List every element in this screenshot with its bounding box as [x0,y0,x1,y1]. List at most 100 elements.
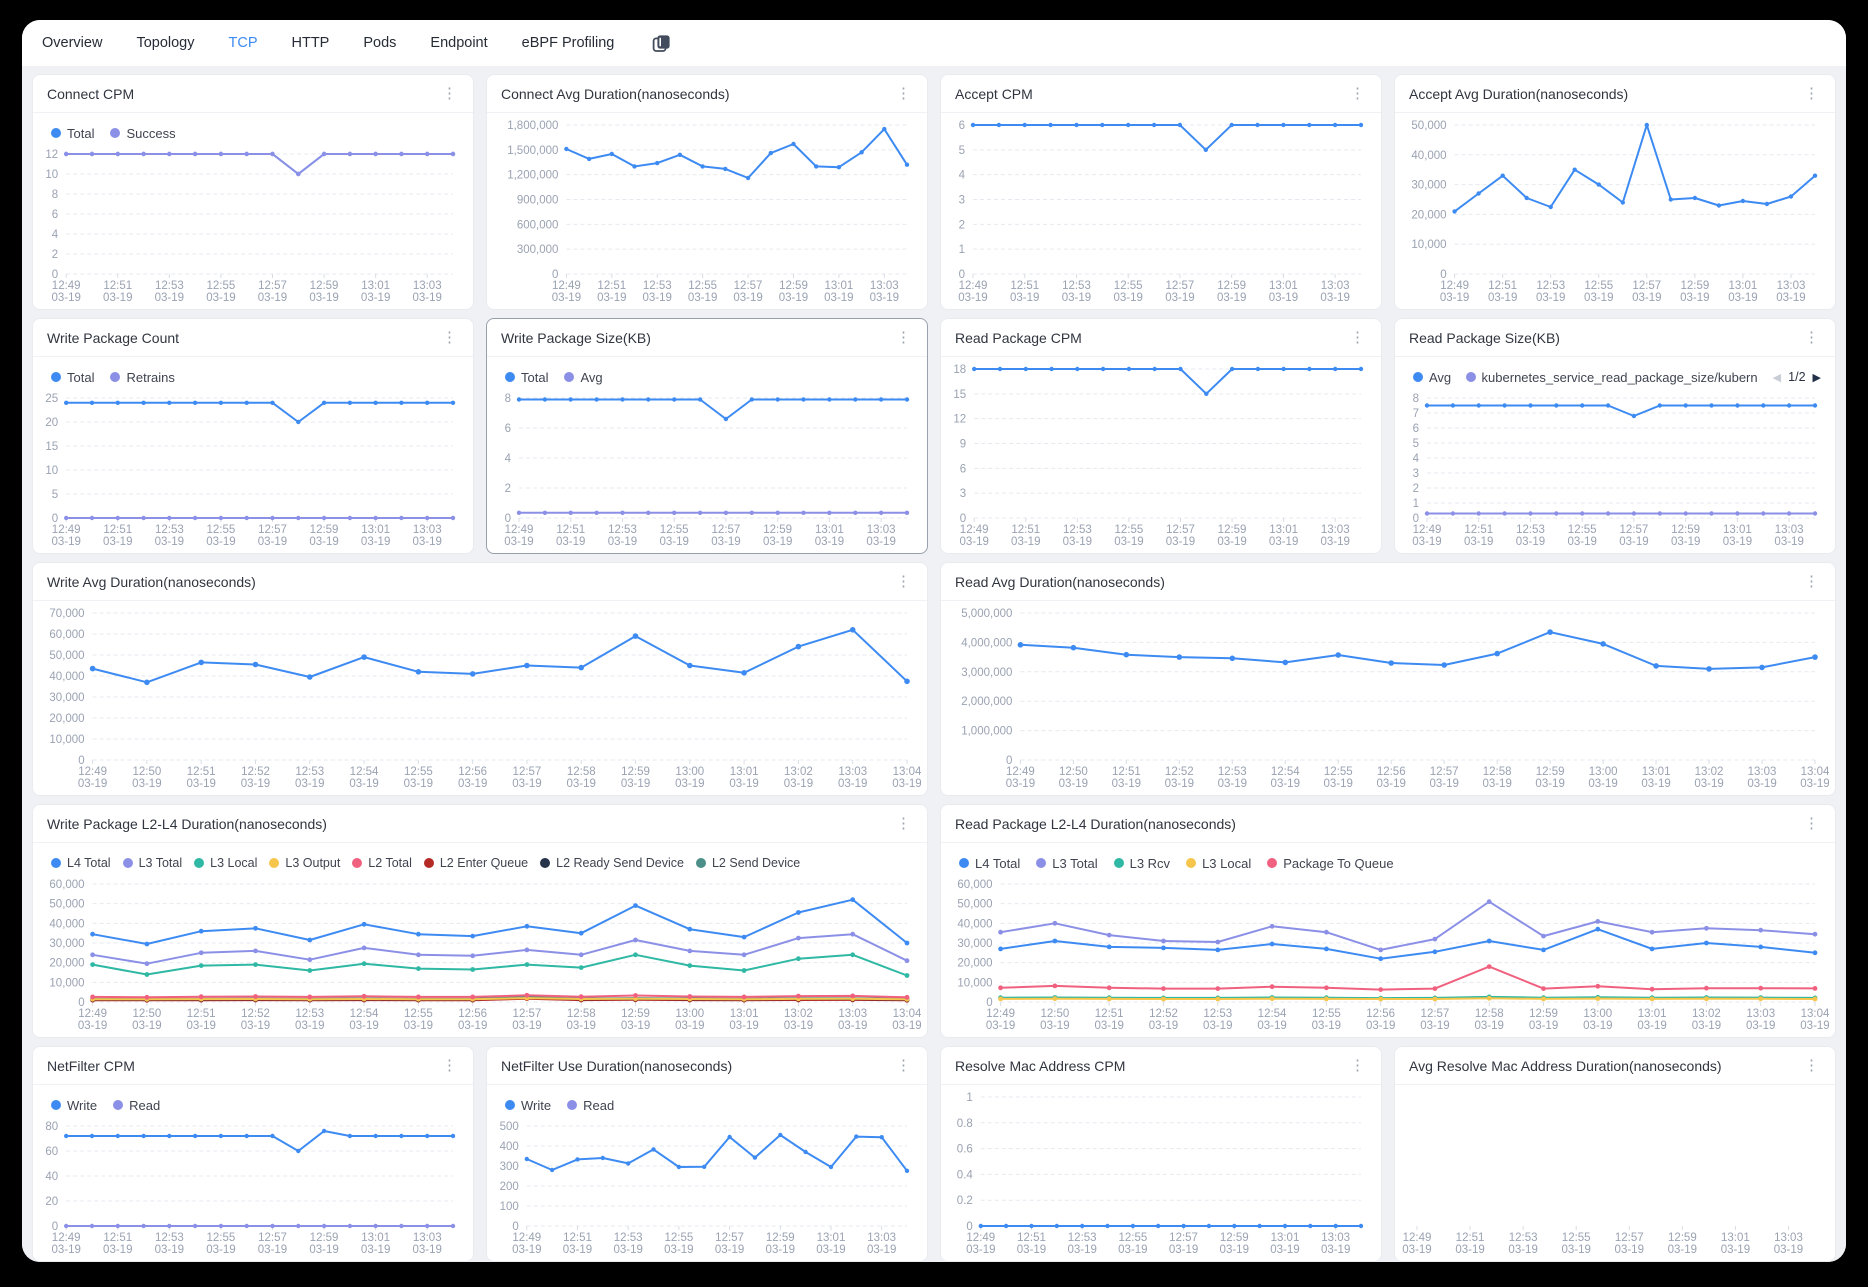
legend-page-prev-icon[interactable]: ◀ [1772,371,1782,384]
tab-http[interactable]: HTTP [291,35,330,51]
tab-overview[interactable]: Overview [42,35,103,51]
legend-item-l4-total[interactable]: L4 Total [959,856,1020,871]
kebab-menu-icon[interactable]: ⋮ [896,85,911,102]
legend-item-l3-output[interactable]: L3 Output [269,856,340,870]
kebab-menu-icon[interactable]: ⋮ [1804,1057,1819,1074]
legend-item-avg[interactable]: Avg [564,370,603,385]
kebab-menu-icon[interactable]: ⋮ [896,1057,911,1074]
legend-item-l3-local[interactable]: L3 Local [1186,856,1251,871]
legend-dot [51,128,61,138]
tab-endpoint[interactable]: Endpoint [430,35,488,51]
card-body: Total Avg 0 2 4 6 8 12:49 03-19 12:51 03-19 12:53 0… [487,357,927,553]
svg-text:0.2: 0.2 [957,1195,973,1207]
legend-item-l3-total[interactable]: L3 Total [122,856,182,870]
card-write-package-size: Write Package Size(KB) ⋮ Total Avg 0 2 4 6 8 1… [486,318,928,554]
tab-topology[interactable]: Topology [136,35,195,51]
kebab-menu-icon[interactable]: ⋮ [896,815,911,832]
legend-dot [1267,858,1278,868]
kebab-menu-icon[interactable]: ⋮ [1350,1057,1365,1074]
legend-dot [352,858,363,868]
kebab-menu-icon[interactable]: ⋮ [442,329,457,346]
svg-text:500: 500 [500,1121,519,1133]
kebab-menu-icon[interactable]: ⋮ [1804,573,1819,590]
legend-item-l2-enter-queue[interactable]: L2 Enter Queue [423,856,528,870]
chart-area: 0 3 6 9 12 15 18 12:49 03-19 12:51 03-19 12:53 03-19… [945,359,1375,551]
card-body: 0 10,000 20,000 30,000 40,000 50,000 12:49 03-1… [1395,113,1835,309]
legend-label: L4 Total [975,855,1021,871]
legend-item-retrains[interactable]: Retrains [110,370,175,385]
svg-text:1,200,000: 1,200,000 [507,170,558,182]
svg-text:1: 1 [959,244,965,256]
legend-item-read[interactable]: Read [567,1098,614,1113]
chart-title: NetFilter Use Duration(nanoseconds) [501,1057,733,1074]
legend-page-next-icon[interactable]: ▶ [1812,371,1821,384]
legend-item-l3-local[interactable]: L3 Local [194,856,257,870]
kebab-menu-icon[interactable]: ⋮ [1350,85,1365,102]
svg-text:0: 0 [52,1221,58,1233]
card-header: Write Avg Duration(nanoseconds) ⋮ [33,563,927,601]
kebab-menu-icon[interactable]: ⋮ [1350,329,1365,346]
legend-item-l3-rcv[interactable]: L3 Rcv [1113,855,1171,871]
svg-text:100: 100 [500,1201,519,1213]
legend-item-l4-total[interactable]: L4 Total [51,856,111,870]
legend-item-total[interactable]: Total [51,370,94,385]
legend-item-kubernetes-service-read-package-size-kub[interactable]: kubernetes_service_read_package_size/kub… [1465,370,1757,385]
card-header: Accept CPM ⋮ [941,75,1381,113]
legend-item-read[interactable]: Read [113,1098,160,1113]
svg-text:50,000: 50,000 [1411,120,1446,132]
card-netfilter-use-duration: NetFilter Use Duration(nanoseconds) ⋮ Wr… [486,1046,928,1262]
legend-item-l2-send-device[interactable]: L2 Send Device [695,856,800,870]
svg-text:2: 2 [505,483,511,495]
legend-item-l2-ready-send-device[interactable]: L2 Ready Send Device [540,856,684,870]
kebab-menu-icon[interactable]: ⋮ [1804,815,1819,832]
tab-ebpf-profiling[interactable]: eBPF Profiling [521,35,615,51]
svg-text:10,000: 10,000 [49,977,84,989]
tab-pods[interactable]: Pods [363,35,397,51]
legend-item-total[interactable]: Total [51,126,94,141]
kebab-menu-icon[interactable]: ⋮ [442,1057,457,1074]
legend-item-l2-total[interactable]: L2 Total [352,856,412,870]
legend-item-avg[interactable]: Avg [1413,370,1451,385]
tab-tcp[interactable]: TCP [228,35,258,51]
chart-legend: Avg kubernetes_service_read_package_size/… [1399,359,1829,388]
kebab-menu-icon[interactable]: ⋮ [896,573,911,590]
app-window: Overview Topology TCP HTTP Pods Endpoint… [22,20,1846,1262]
svg-text:20: 20 [45,1196,58,1208]
kebab-menu-icon[interactable]: ⋮ [896,329,911,346]
legend-label: L3 Rcv [1129,855,1171,871]
svg-text:50,000: 50,000 [49,899,84,911]
legend-item-total[interactable]: Total [505,370,548,385]
kebab-menu-icon[interactable]: ⋮ [1804,85,1819,102]
kebab-menu-icon[interactable]: ⋮ [442,85,457,102]
svg-text:60,000: 60,000 [49,879,84,891]
card-body: 0 3 6 9 12 15 18 12:49 03-19 12:51 03-19 12:53 03-19… [941,357,1381,553]
svg-text:10,000: 10,000 [49,734,84,746]
panel-switch-icon[interactable] [652,34,671,53]
card-accept-cpm: Accept CPM ⋮ 0 1 2 3 4 5 6 12:49 03-19 12:51 03-19… [940,74,1382,310]
legend-item-package-to-queue[interactable]: Package To Queue [1267,856,1394,871]
legend-item-write[interactable]: Write [51,1098,97,1113]
svg-text:600,000: 600,000 [517,219,559,231]
legend-item-success[interactable]: Success [110,126,176,141]
svg-text:0: 0 [986,997,992,1009]
kebab-menu-icon[interactable]: ⋮ [1804,329,1819,346]
legend-item-l3-total[interactable]: L3 Total [1036,856,1098,871]
legend-item-write[interactable]: Write [505,1098,551,1113]
